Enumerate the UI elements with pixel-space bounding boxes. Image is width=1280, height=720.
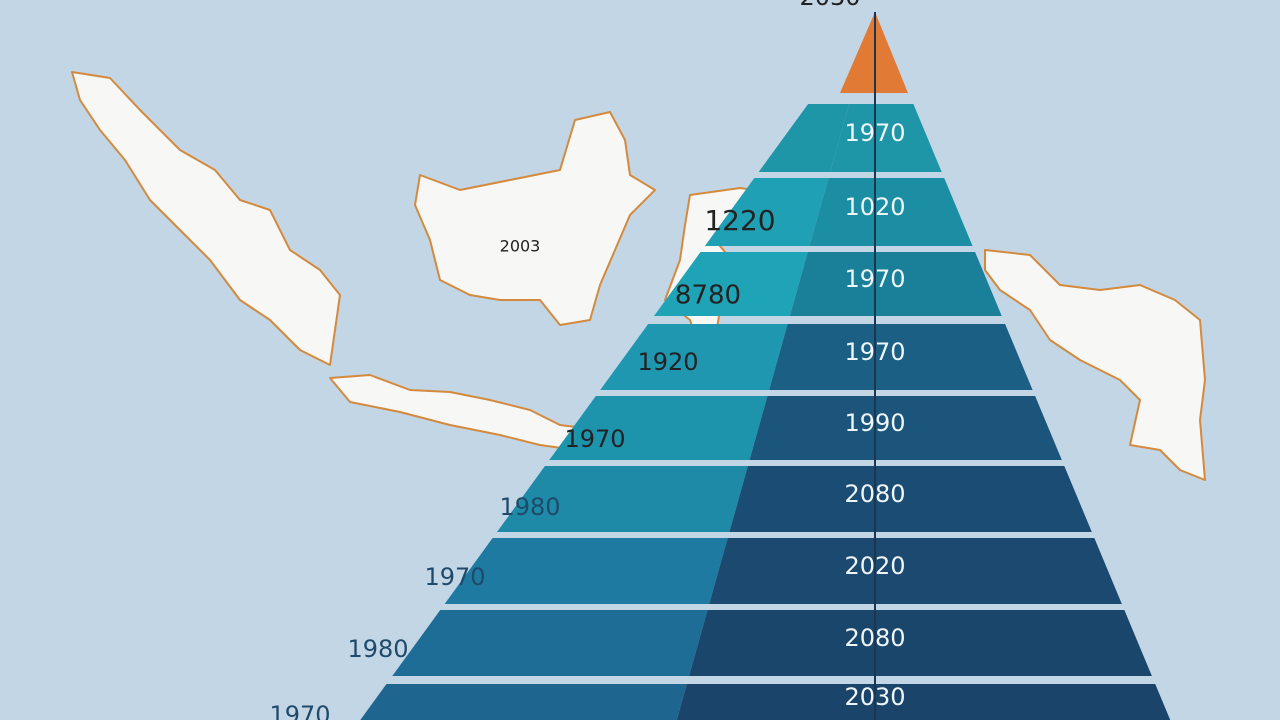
pyramid-layer <box>729 466 1092 532</box>
pyramid-wedge <box>704 178 829 246</box>
map-label: 8780 <box>675 281 741 311</box>
pyramid-layer <box>709 538 1122 604</box>
pyramid-layer <box>789 252 1002 316</box>
borneo <box>414 111 656 326</box>
side-label: 1980 <box>347 635 408 663</box>
pyramid-wedge <box>600 324 788 390</box>
side-label: 1980 <box>499 493 560 521</box>
papua <box>984 249 1206 481</box>
pyramid-layer <box>809 178 973 246</box>
map-label: 1920 <box>637 348 698 376</box>
pyramid-wedge <box>444 538 728 604</box>
pyramid-wedge <box>653 252 808 316</box>
side-label: 1970 <box>564 425 625 453</box>
side-label: 1970 <box>269 701 330 720</box>
pyramid-layer <box>749 396 1062 460</box>
map-label: 1220 <box>704 204 775 237</box>
pyramid-layer <box>769 324 1033 390</box>
side-label: 1970 <box>424 563 485 591</box>
pyramid-layer <box>830 104 942 172</box>
pyramid-wedge <box>496 466 748 532</box>
pyramid-wedge <box>392 610 708 676</box>
pyramid-wedge <box>549 396 768 460</box>
sumatra <box>71 71 341 366</box>
top-label: 2030 <box>799 0 860 11</box>
pyramid-layer <box>689 610 1152 676</box>
pyramid-layer <box>676 684 1171 720</box>
pyramid-wedge <box>758 104 850 172</box>
map-label: 2003 <box>500 237 541 256</box>
pyramid-wedge <box>360 684 687 720</box>
